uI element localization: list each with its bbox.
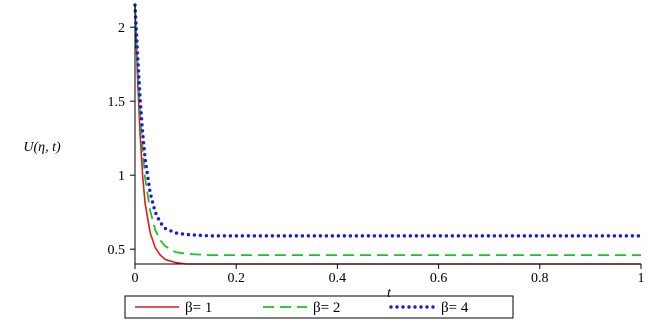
legend-label-1: β= 1: [185, 300, 212, 316]
series-layer: [133, 3, 643, 265]
x-tick-label: 0.4: [329, 271, 347, 286]
y-axis-title: U(η, t): [23, 140, 61, 155]
x-tick-label: 0: [132, 271, 139, 286]
x-tick-label: 0.8: [531, 271, 549, 286]
x-tick-label: 0.2: [227, 271, 245, 286]
y-tick-label: 1: [118, 169, 125, 184]
series-line-3: [133, 3, 643, 238]
y-tick-label: 0.5: [108, 243, 126, 258]
y-tick-label: 2: [118, 21, 125, 36]
legend-label-3: β= 4: [441, 300, 469, 316]
axes-layer: [134, 5, 641, 265]
legend-box: [124, 295, 514, 319]
series-line-1: [134, 4, 641, 265]
x-tick-label: 0.6: [430, 271, 448, 286]
legend-label-2: β= 2: [313, 300, 340, 316]
x-tick-label: 1: [638, 271, 645, 286]
ticks-layer: 0 0.2 0.4 0.6 0.8 1 0.5 1 1.5 2: [108, 21, 645, 286]
x-axis-title: t: [387, 286, 392, 301]
y-tick-label: 1.5: [108, 95, 126, 110]
series-line-2: [134, 4, 641, 257]
legend: β= 1 β= 2 β= 4: [124, 295, 514, 319]
